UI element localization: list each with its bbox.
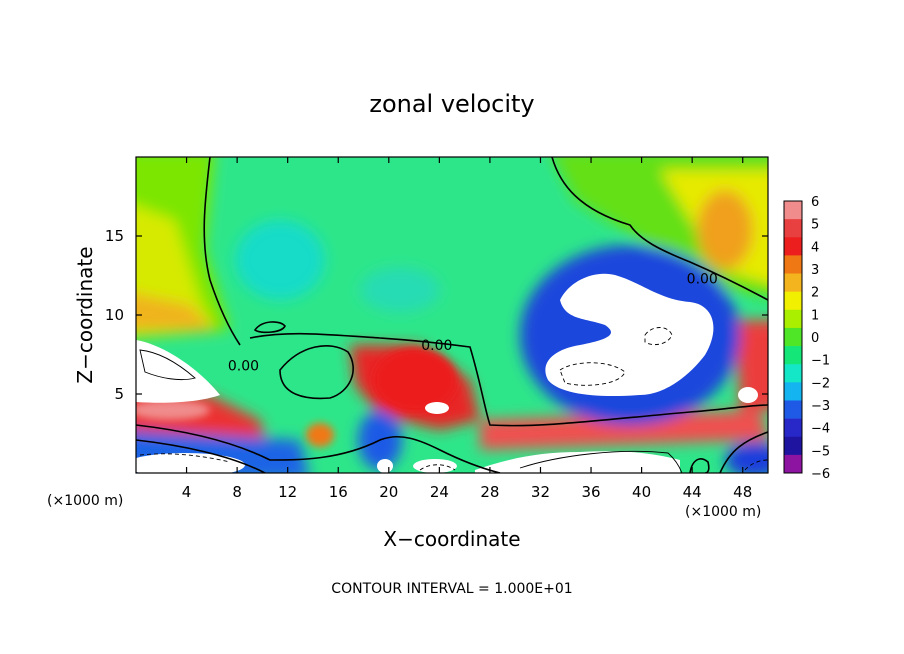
region-white-small-a <box>425 402 449 414</box>
region-center-blob-red <box>373 348 457 412</box>
contour-dashed-upper-blob <box>644 327 673 346</box>
region-white-left <box>136 340 220 403</box>
y-axis-label: Z−coordinate <box>73 246 97 383</box>
contour-label: 0.00 <box>228 359 259 375</box>
colorbar-swatch <box>784 327 802 347</box>
region-white-bottom-right <box>475 451 680 473</box>
colorbar-label: 4 <box>811 240 819 255</box>
region-left-orange <box>136 293 215 330</box>
contour-label: 0.00 <box>421 338 452 354</box>
region-left-pink <box>136 400 210 420</box>
colorbar-label: 2 <box>811 286 819 301</box>
x-tick-label: 40 <box>632 483 651 501</box>
contour-labels: 0.00 0.00 0.00 <box>228 272 718 375</box>
colorbar-swatch <box>784 255 802 274</box>
heatmap-field <box>136 157 768 473</box>
colorbar-swatch <box>784 273 802 292</box>
x-tick-label: 20 <box>379 483 398 501</box>
region-white-small-b <box>413 459 457 473</box>
zero-contour-bottom-band-lower <box>136 439 266 473</box>
contour-dashed-bottom-right <box>744 459 768 471</box>
y-tick-label: 15 <box>105 227 124 245</box>
zero-contour-small-loop <box>253 321 286 334</box>
zero-contour-bottom-right-loop <box>689 458 710 473</box>
region-mid-orange <box>306 423 334 447</box>
zero-contour-loop <box>279 345 354 400</box>
colorbar-label: −5 <box>811 444 830 459</box>
x-tick-label: 8 <box>232 483 242 501</box>
colorbar-label: 6 <box>811 195 819 210</box>
zero-contour-bottom-right-band <box>719 431 768 473</box>
contour-dashed-bottom-left <box>139 453 231 463</box>
chart-title: zonal velocity <box>369 90 534 118</box>
x-tick-label: 36 <box>581 483 600 501</box>
colorbar-label: 0 <box>811 331 819 346</box>
colorbar-label: 3 <box>811 263 819 278</box>
contour-thin-left-loop <box>139 349 196 381</box>
colorbar-label: 1 <box>811 308 819 323</box>
colorbar-swatch <box>784 454 802 474</box>
contour-lines <box>136 157 768 473</box>
colorbar-frame <box>783 200 803 474</box>
zero-contour-upper-middle <box>249 332 768 427</box>
x-axis: 4 8 12 16 20 24 28 32 36 40 44 48 <box>182 157 752 501</box>
colorbar-swatch <box>784 400 802 419</box>
y-tick-label: 10 <box>105 306 124 324</box>
x-tick-label: 12 <box>278 483 297 501</box>
zero-contour-bottom-band-upper <box>136 424 501 473</box>
x-unit-right: (×1000 m) <box>685 504 761 520</box>
contour-label: 0.00 <box>687 272 718 288</box>
x-unit-left: (×1000 m) <box>47 493 123 509</box>
region-white-small-c <box>738 387 758 403</box>
zero-contour-left <box>203 157 241 346</box>
colorbar-swatch <box>784 237 802 256</box>
zero-contour-upper-right <box>551 157 768 301</box>
contour-thin-bottom-right <box>519 450 683 473</box>
colorbar-swatch <box>784 309 802 329</box>
colorbar-swatch <box>784 436 802 456</box>
colorbar-swatch <box>784 346 802 365</box>
x-axis-label: X−coordinate <box>383 527 520 551</box>
y-axis: 5 10 15 <box>105 227 768 403</box>
region-right-red <box>735 320 768 410</box>
region-bottom-red-band <box>480 410 768 450</box>
colorbar-swatch <box>784 201 802 220</box>
colorbar-swatch <box>784 291 802 311</box>
colorbar-label: −1 <box>811 354 830 369</box>
colorbar-swatch <box>784 219 802 238</box>
colorbar-label: −4 <box>811 422 830 437</box>
x-tick-label: 4 <box>182 483 192 501</box>
colorbar-label: −6 <box>811 467 830 482</box>
colorbar-swatch <box>784 418 802 438</box>
x-tick-label: 32 <box>531 483 550 501</box>
x-tick-label: 48 <box>733 483 752 501</box>
region-cyan-patch-a <box>235 220 325 300</box>
colorbar: 6 5 4 3 2 1 0 −1 −2 −3 −4 −5 −6 <box>783 195 830 482</box>
region-top-right-orange <box>697 190 753 270</box>
region-white-bottom-left <box>136 453 245 473</box>
colorbar-swatch <box>784 382 802 401</box>
y-tick-label: 5 <box>114 385 124 403</box>
region-white-small-d <box>377 459 393 473</box>
colorbar-label: 5 <box>811 218 819 233</box>
x-tick-label: 16 <box>329 483 348 501</box>
region-white-center-blob <box>545 273 714 397</box>
colorbar-swatch <box>784 364 802 383</box>
x-tick-label: 44 <box>683 483 702 501</box>
x-tick-label: 28 <box>480 483 499 501</box>
contour-interval-note: CONTOUR INTERVAL = 1.000E+01 <box>331 581 572 597</box>
colorbar-label: −2 <box>811 376 830 391</box>
contour-dashed-bottom-small <box>419 464 456 471</box>
colorbar-label: −3 <box>811 399 830 414</box>
x-tick-label: 24 <box>430 483 449 501</box>
region-cyan-patch-b <box>360 268 440 312</box>
